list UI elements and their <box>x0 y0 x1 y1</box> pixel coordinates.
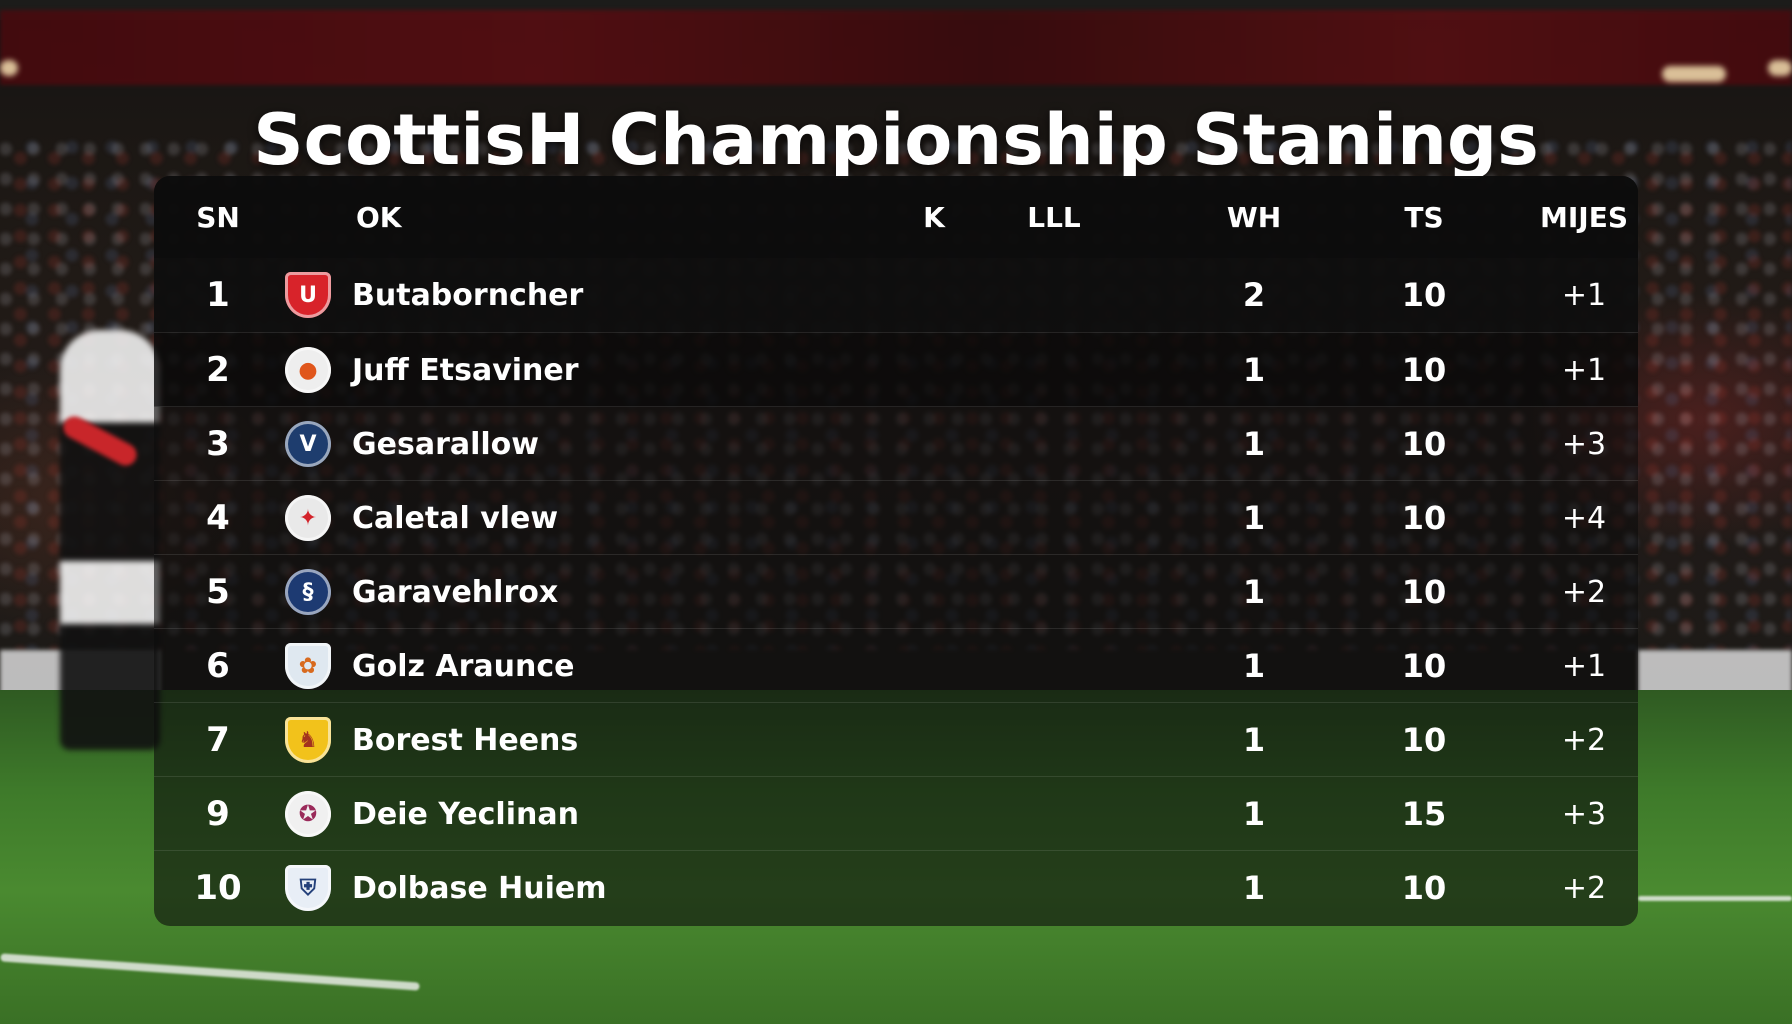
wh-value: 1 <box>1242 795 1266 833</box>
team-crest: ● <box>282 333 334 407</box>
wh-value: 1 <box>1242 869 1266 907</box>
white-round-crest-icon: ✪ <box>285 791 331 837</box>
mijes-value: +1 <box>1561 352 1607 388</box>
mijes-value: +1 <box>1561 277 1607 313</box>
column-header-wh: WH <box>1226 200 1282 234</box>
table-row[interactable]: 7 ♞ Borest Heens 1 10 +2 <box>154 702 1638 777</box>
team-crest: § <box>282 555 334 629</box>
red-white-round-crest-icon: ✦ <box>285 495 331 541</box>
team-name[interactable]: Gesarallow <box>352 426 540 462</box>
table-row[interactable]: 5 § Garavehlrox 1 10 +2 <box>154 554 1638 629</box>
ts-value: 10 <box>1401 351 1447 389</box>
position: 3 <box>206 424 230 464</box>
wh-value: 1 <box>1242 573 1266 611</box>
floodlight <box>0 60 18 76</box>
standings-table: SN OK K LLL WH TS MIJES 1 U Butaborncher… <box>154 176 1638 926</box>
team-name[interactable]: Caletal vlew <box>352 500 559 536</box>
page-title: ScottisH Championship Stanings <box>253 98 1539 181</box>
mijes-value: +3 <box>1561 796 1607 832</box>
mijes-value: +4 <box>1561 500 1607 536</box>
team-crest: ♞ <box>282 703 334 777</box>
team-name[interactable]: Butaborncher <box>352 277 584 313</box>
ts-value: 10 <box>1401 425 1447 463</box>
team-name[interactable]: Borest Heens <box>352 722 579 758</box>
mijes-value: +2 <box>1561 574 1607 610</box>
yellow-shield-crest-icon: ♞ <box>285 717 331 763</box>
red-stand-banner <box>0 10 1792 85</box>
column-header-lll: LLL <box>1027 200 1081 234</box>
ts-value: 10 <box>1401 573 1447 611</box>
team-crest: ✦ <box>282 481 334 555</box>
column-header-team: OK <box>356 200 402 234</box>
team-crest: ⛨ <box>282 851 334 925</box>
ts-value: 10 <box>1401 869 1447 907</box>
team-crest: U <box>282 258 334 332</box>
team-crest: ✪ <box>282 777 334 851</box>
table-row[interactable]: 1 U Butaborncher 2 10 +1 <box>154 258 1638 332</box>
wh-value: 2 <box>1242 276 1266 314</box>
wh-value: 1 <box>1242 647 1266 685</box>
pitch-line <box>1638 896 1792 901</box>
blue-white-shield-crest-icon: ⛨ <box>285 865 331 911</box>
wh-value: 1 <box>1242 499 1266 537</box>
team-name[interactable]: Garavehlrox <box>352 574 559 610</box>
wh-value: 1 <box>1242 721 1266 759</box>
table-row[interactable]: 10 ⛨ Dolbase Huiem 1 10 +2 <box>154 850 1638 925</box>
light-blue-shield-crest-icon: ✿ <box>285 643 331 689</box>
position: 5 <box>206 572 230 612</box>
team-name[interactable]: Juff Etsaviner <box>352 352 579 388</box>
wh-value: 1 <box>1242 351 1266 389</box>
ts-value: 15 <box>1401 795 1447 833</box>
ts-value: 10 <box>1401 499 1447 537</box>
ts-value: 10 <box>1401 721 1447 759</box>
column-header-ts: TS <box>1404 200 1444 234</box>
floodlight <box>1768 60 1792 76</box>
orange-ball-round-crest-icon: ● <box>285 347 331 393</box>
ts-value: 10 <box>1401 276 1447 314</box>
player-figure <box>60 330 160 750</box>
team-name[interactable]: Deie Yeclinan <box>352 796 579 832</box>
position: 1 <box>206 275 230 315</box>
position: 4 <box>206 498 230 538</box>
position: 7 <box>206 720 230 760</box>
table-row[interactable]: 9 ✪ Deie Yeclinan 1 15 +3 <box>154 776 1638 851</box>
position: 10 <box>194 868 242 908</box>
mijes-value: +2 <box>1561 870 1607 906</box>
position: 6 <box>206 646 230 686</box>
team-name[interactable]: Golz Araunce <box>352 648 575 684</box>
wh-value: 1 <box>1242 425 1266 463</box>
ts-value: 10 <box>1401 647 1447 685</box>
table-row[interactable]: 6 ✿ Golz Araunce 1 10 +1 <box>154 628 1638 703</box>
position: 2 <box>206 350 230 390</box>
table-header: SN OK K LLL WH TS MIJES <box>154 176 1638 258</box>
table-row[interactable]: 2 ● Juff Etsaviner 1 10 +1 <box>154 332 1638 407</box>
team-name[interactable]: Dolbase Huiem <box>352 870 607 906</box>
red-shield-crest-icon: U <box>285 272 331 318</box>
blue-round-crest-icon: § <box>285 569 331 615</box>
mijes-value: +1 <box>1561 648 1607 684</box>
column-header-k: K <box>923 200 945 234</box>
column-header-sn: SN <box>196 200 240 234</box>
column-header-mijes: MIJES <box>1540 200 1628 234</box>
position: 9 <box>206 794 230 834</box>
team-crest: V <box>282 407 334 481</box>
mijes-value: +2 <box>1561 722 1607 758</box>
navy-round-crest-icon: V <box>285 421 331 467</box>
team-crest: ✿ <box>282 629 334 703</box>
table-row[interactable]: 4 ✦ Caletal vlew 1 10 +4 <box>154 480 1638 555</box>
mijes-value: +3 <box>1561 426 1607 462</box>
floodlight <box>1662 66 1726 82</box>
table-row[interactable]: 3 V Gesarallow 1 10 +3 <box>154 406 1638 481</box>
